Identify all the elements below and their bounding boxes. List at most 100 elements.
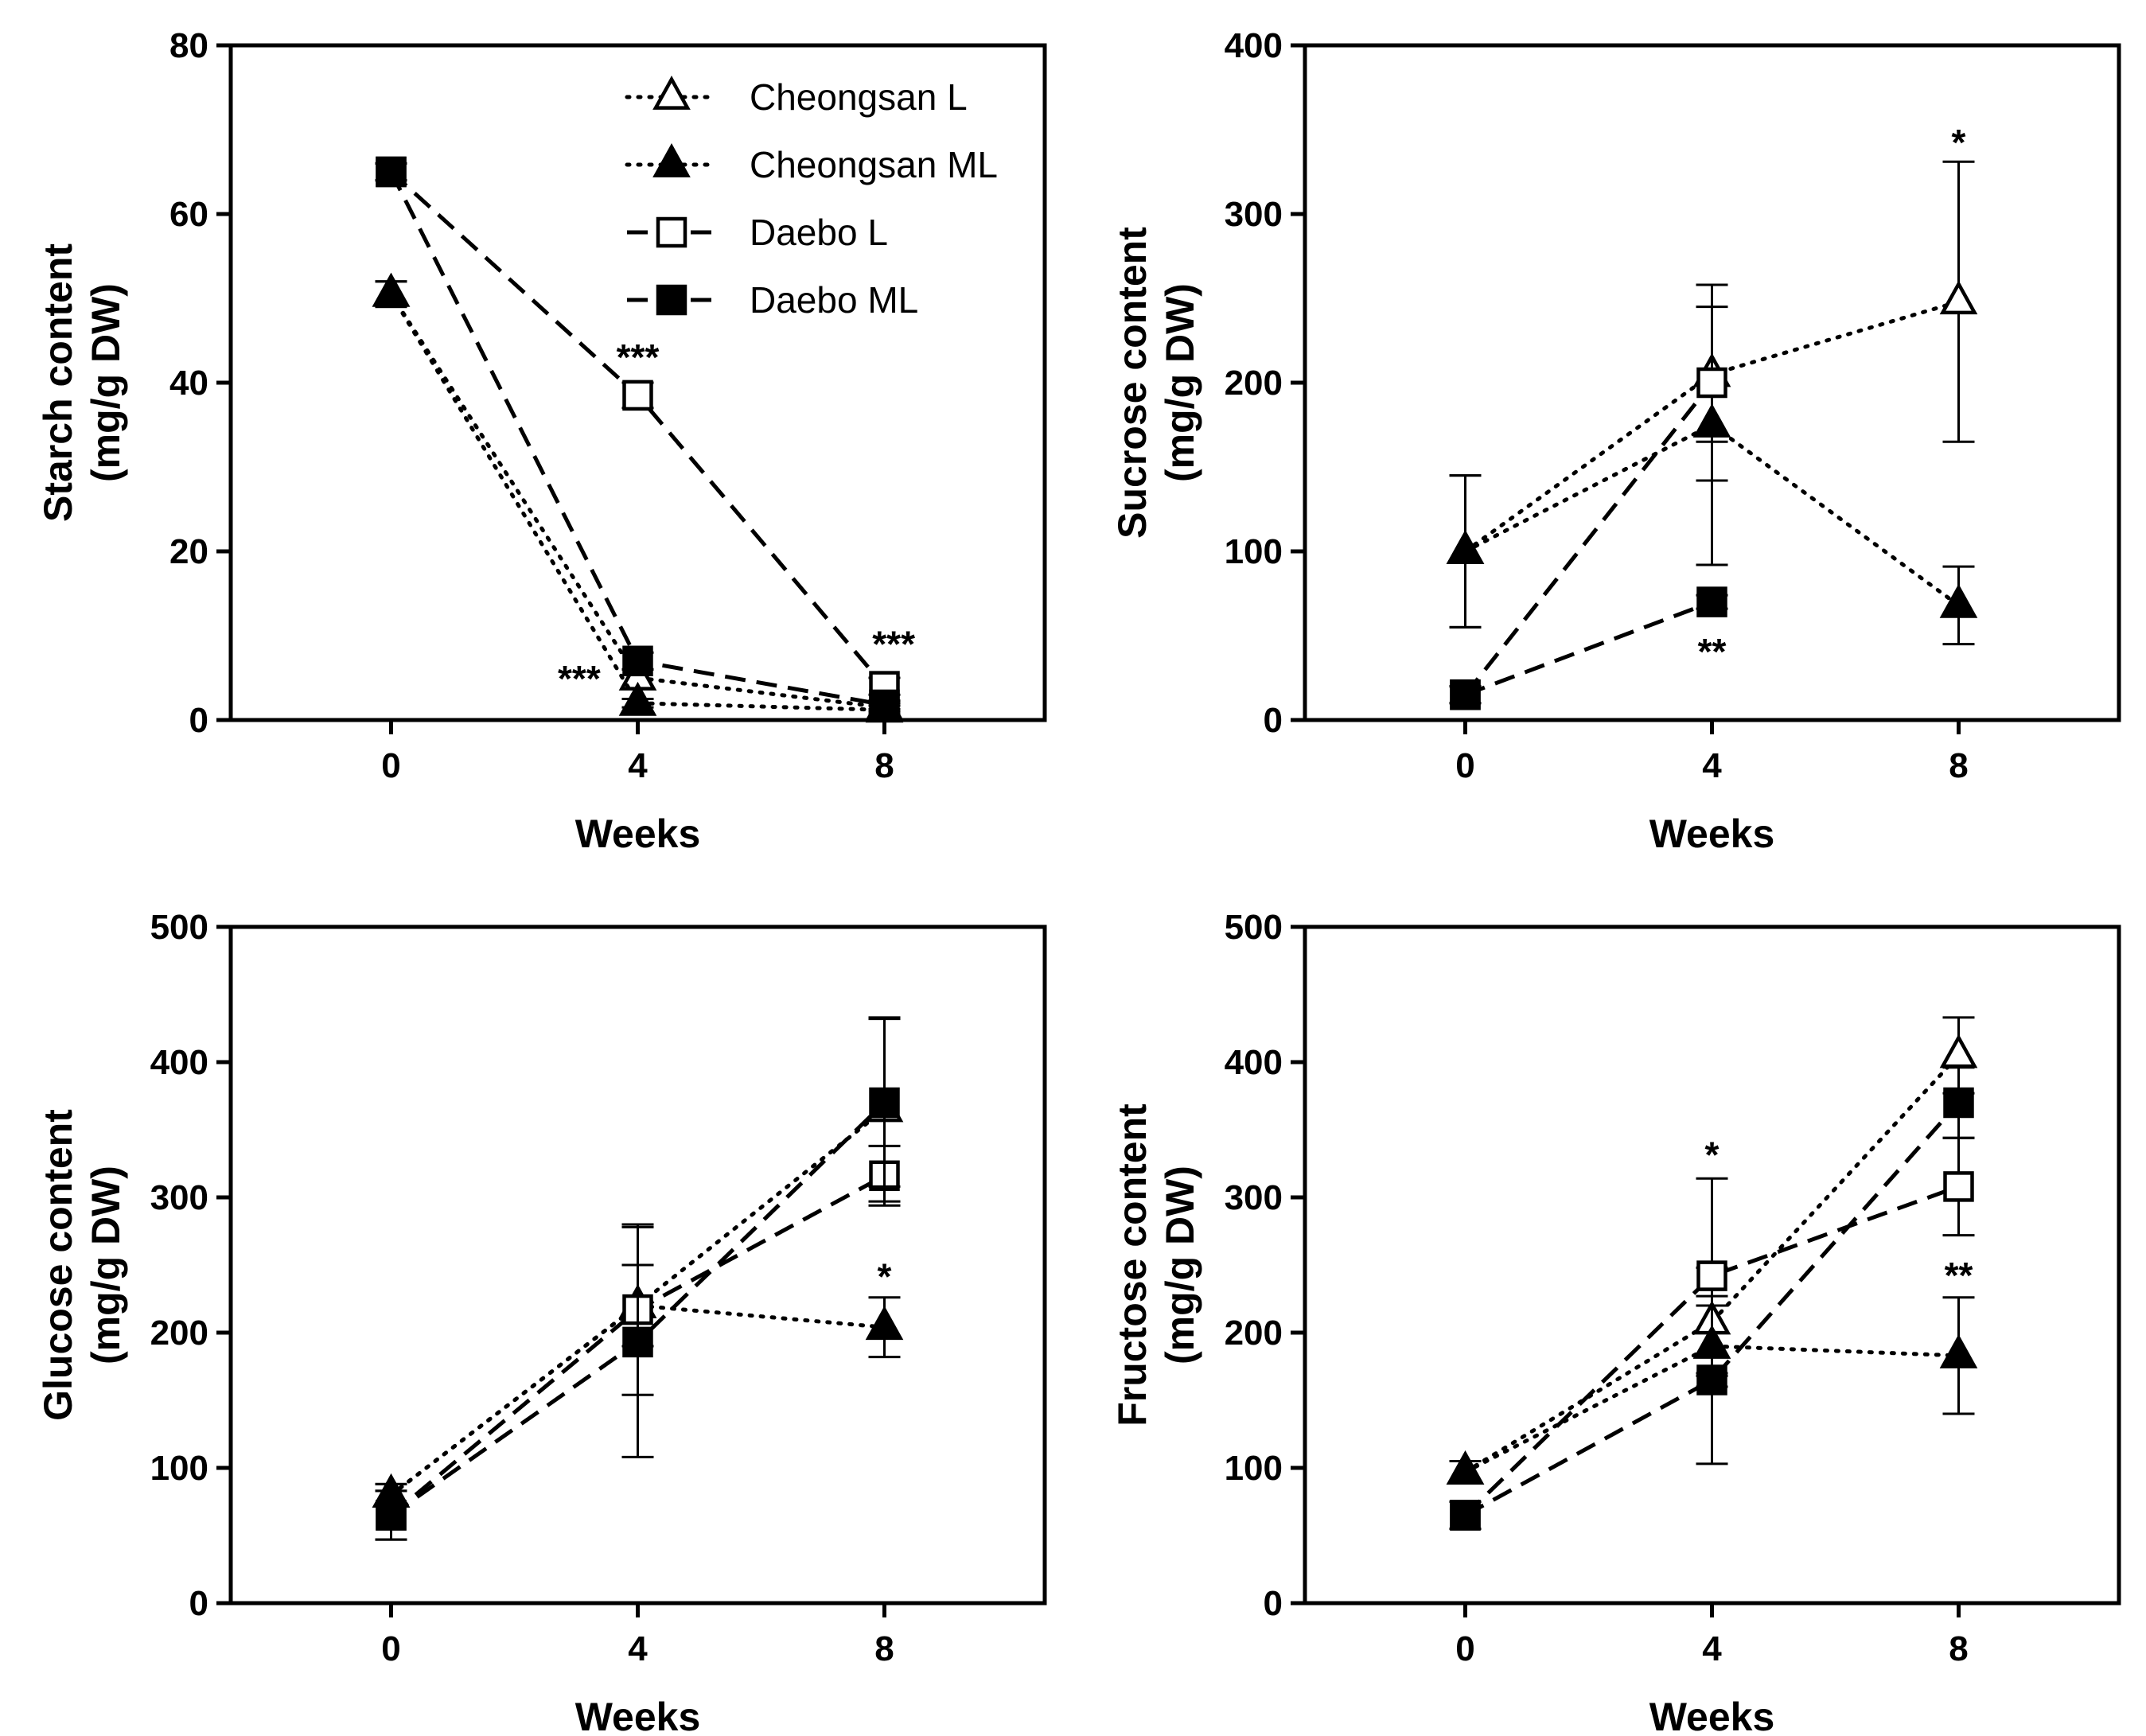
data-point xyxy=(1446,1450,1485,1485)
data-point xyxy=(622,380,653,411)
y-tick-label: 500 xyxy=(1225,908,1283,947)
data-point xyxy=(618,681,657,716)
data-point xyxy=(1939,280,1978,315)
chart-panel-top-left: 0 20 40 60 80 0 4 8 Weeks Starch content (mg/g DW)… xyxy=(36,26,1047,856)
data-point xyxy=(1696,1260,1727,1291)
x-tick-label: 8 xyxy=(874,746,894,785)
y-tick-label: 300 xyxy=(150,1178,208,1217)
x-tick-label: 4 xyxy=(1702,1629,1722,1668)
y-axis-title: Glucose content xyxy=(36,1109,80,1421)
y-tick-label: 300 xyxy=(1225,195,1283,234)
y-axis-unit: (mg/g DW) xyxy=(1158,1166,1202,1364)
series-line xyxy=(1464,600,1713,697)
y-tick-label: 40 xyxy=(169,364,208,403)
series-daebo-ml xyxy=(375,156,901,721)
y-tick-label: 80 xyxy=(169,26,208,65)
legend-marker xyxy=(652,76,691,110)
x-tick-label: 0 xyxy=(1455,746,1474,785)
series-line xyxy=(1464,1101,1961,1517)
legend-item-cheongsan-l: Cheongsan L xyxy=(625,76,968,118)
y-tick-label: 500 xyxy=(150,908,208,947)
significance-label: *** xyxy=(558,658,601,699)
y-tick-label: 20 xyxy=(169,532,208,571)
series-daebo-l xyxy=(1449,283,1728,710)
y-tick-label: 200 xyxy=(150,1314,208,1353)
data-point xyxy=(622,1326,653,1358)
chart-panel-bottom-left: 0 100 200 300 400 500 0 4 8 Weeks Glucose content(… xyxy=(36,908,1047,1736)
x-axis-title: Weeks xyxy=(1649,1695,1775,1736)
y-tick-label: 0 xyxy=(189,1584,208,1623)
data-point xyxy=(865,1306,904,1341)
series-daebo-ml xyxy=(1449,1066,1975,1531)
legend-marker xyxy=(656,216,687,248)
data-point xyxy=(1943,1171,1974,1202)
data-point xyxy=(1696,586,1727,617)
y-axis-unit: (mg/g DW) xyxy=(84,283,128,482)
chart-panel-top-right: 0 100 200 300 400 0 4 8 Weeks Sucrose content (mg/… xyxy=(1110,26,2121,856)
y-tick-label: 0 xyxy=(1264,1584,1283,1623)
y-tick-label: 400 xyxy=(1225,26,1283,65)
series-daebo-ml xyxy=(1449,586,1728,710)
legend-marker xyxy=(656,284,687,316)
y-tick-label: 100 xyxy=(1225,532,1283,571)
significance-label: ** xyxy=(1698,631,1727,672)
y-axis-title: Fructose content xyxy=(1110,1103,1155,1427)
data-point xyxy=(372,272,411,307)
data-point xyxy=(622,645,653,677)
y-tick-label: 400 xyxy=(1225,1043,1283,1082)
data-point xyxy=(1939,1333,1978,1368)
x-tick-label: 8 xyxy=(874,1629,894,1668)
data-point xyxy=(1450,1500,1481,1531)
series-line xyxy=(1463,381,1714,696)
y-tick-label: 60 xyxy=(169,195,208,234)
legend-label: Cheongsan L xyxy=(750,76,968,118)
x-tick-label: 0 xyxy=(381,1629,400,1668)
significance-label: *** xyxy=(872,624,915,665)
legend: Cheongsan L Cheongsan ML Daebo L Daebo ML xyxy=(625,76,998,321)
legend-item-daebo-l: Daebo L xyxy=(627,212,888,253)
x-axis-title: Weeks xyxy=(575,1695,701,1736)
x-tick-label: 8 xyxy=(1949,1629,1968,1668)
x-axis-title: Weeks xyxy=(575,812,701,856)
data-point xyxy=(376,156,407,188)
y-axis-title: Sucrose content xyxy=(1110,227,1155,539)
significance-label: * xyxy=(1952,122,1966,163)
legend-label: Cheongsan ML xyxy=(750,144,998,185)
data-point xyxy=(869,1087,900,1119)
data-point xyxy=(1446,530,1485,564)
data-point xyxy=(1939,1033,1978,1068)
x-axis-title: Weeks xyxy=(1649,812,1775,856)
y-axis-unit: (mg/g DW) xyxy=(84,1166,128,1364)
x-tick-label: 0 xyxy=(381,746,400,785)
y-tick-label: 200 xyxy=(1225,364,1283,403)
significance-label: * xyxy=(1705,1135,1720,1176)
series-line xyxy=(1463,1185,1960,1517)
y-tick-label: 200 xyxy=(1225,1314,1283,1353)
y-axis-title: Starch content xyxy=(36,243,80,522)
data-point xyxy=(1939,583,1978,618)
legend-label: Daebo L xyxy=(750,212,888,253)
y-tick-label: 300 xyxy=(1225,1178,1283,1217)
data-point xyxy=(1696,367,1727,399)
significance-label: * xyxy=(878,1256,892,1298)
y-axis-unit: (mg/g DW) xyxy=(1158,283,1202,482)
data-point xyxy=(1696,1364,1727,1395)
y-tick-label: 0 xyxy=(189,701,208,740)
data-point xyxy=(869,689,900,721)
chart-panel-bottom-right: 0 100 200 300 400 500 0 4 8 Weeks Fructose content… xyxy=(1110,908,2121,1736)
y-tick-label: 100 xyxy=(150,1449,208,1488)
significance-label: *** xyxy=(617,337,660,378)
x-tick-label: 0 xyxy=(1455,1629,1474,1668)
legend-item-cheongsan-ml: Cheongsan ML xyxy=(625,143,998,185)
x-tick-label: 4 xyxy=(628,1629,648,1668)
x-tick-label: 4 xyxy=(1702,746,1722,785)
y-tick-label: 400 xyxy=(150,1043,208,1082)
legend-label: Daebo ML xyxy=(750,279,918,321)
y-tick-label: 0 xyxy=(1264,701,1283,740)
data-point xyxy=(1943,1087,1974,1119)
significance-label: ** xyxy=(1945,1255,1973,1296)
data-point xyxy=(1450,679,1481,710)
data-point xyxy=(376,1500,407,1531)
y-tick-label: 100 xyxy=(1225,1449,1283,1488)
